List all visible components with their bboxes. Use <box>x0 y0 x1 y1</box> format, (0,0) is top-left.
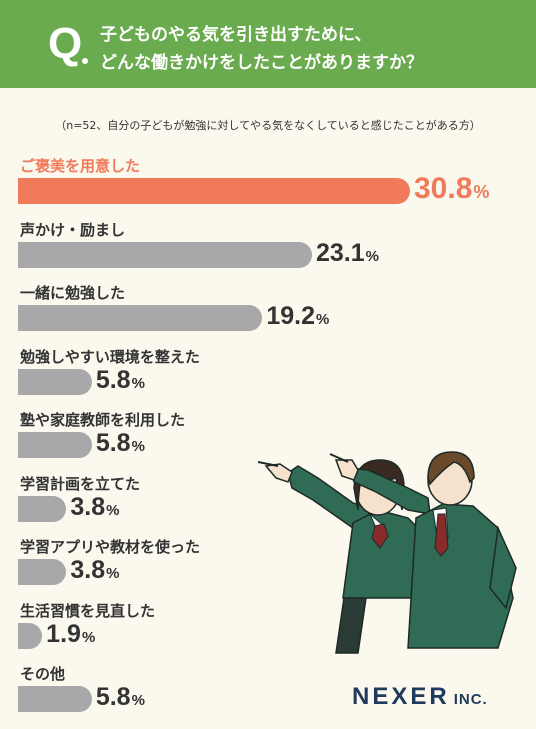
category-label: 勉強しやすい環境を整えた <box>20 347 200 366</box>
bar <box>18 432 92 458</box>
students-pointing-illustration <box>258 451 517 654</box>
q-mark: Q <box>48 19 83 68</box>
bar <box>18 559 67 585</box>
bar <box>18 622 43 649</box>
bar <box>18 241 312 268</box>
value-number: 30.8 <box>414 172 473 205</box>
value-number: 5.8 <box>95 683 131 711</box>
value-label: 3.8% <box>70 493 119 522</box>
bar <box>18 368 92 395</box>
value-label: 5.8% <box>96 683 145 712</box>
value-unit: % <box>473 182 490 202</box>
bar <box>18 686 92 712</box>
category-label: 声かけ・励まし <box>20 220 126 239</box>
question-line-1: 子どものやる気を引き出すために、 <box>100 25 372 45</box>
value-number: 5.8 <box>95 429 131 457</box>
category-label: 一緒に勉強した <box>20 284 126 302</box>
question-header: Q 子どものやる気を引き出すために、 どんな働きかけをしたことがありますか？ <box>0 0 536 88</box>
bar <box>18 178 410 204</box>
value-label: 5.8% <box>96 429 145 458</box>
value-unit: % <box>365 247 380 265</box>
value-label: 19.2% <box>266 302 329 331</box>
boy-figure <box>329 451 517 649</box>
value-number: 3.8 <box>70 556 106 584</box>
q-dot <box>82 58 88 64</box>
brand-suffix: INC. <box>453 691 488 708</box>
sample-note: （n=52、自分の子どもが勉強に対してやる気をなくしていると感じたことがある方） <box>55 119 481 132</box>
value-number: 23.1 <box>316 238 365 267</box>
brand-name: NEXER <box>352 683 450 710</box>
value-unit: % <box>106 501 120 519</box>
value-number: 5.8 <box>95 365 131 394</box>
value-label: 3.8% <box>70 556 119 585</box>
category-label: 塾や家庭教師を利用した <box>20 411 186 429</box>
question-line-2: どんな働きかけをしたことがありますか？ <box>100 53 423 73</box>
value-label: 1.9% <box>46 620 95 649</box>
category-label: その他 <box>20 665 66 683</box>
value-unit: % <box>131 692 145 709</box>
category-label: 生活習慣を見直した <box>20 601 156 620</box>
value-unit: % <box>316 311 330 328</box>
bar <box>18 305 263 331</box>
category-label: 学習計画を立てた <box>20 474 141 493</box>
value-label: 5.8% <box>96 366 145 395</box>
value-number: 1.9 <box>46 619 81 648</box>
value-label: 30.8% <box>414 172 489 206</box>
value-number: 3.8 <box>70 492 106 521</box>
category-label: ご褒美を用意した <box>20 157 141 175</box>
company-logo: NEXER INC. <box>352 683 488 711</box>
value-unit: % <box>81 628 96 646</box>
value-number: 19.2 <box>266 302 316 330</box>
girl-figure <box>258 459 424 654</box>
value-unit: % <box>131 374 145 392</box>
bar <box>18 495 67 522</box>
value-unit: % <box>106 565 120 582</box>
value-unit: % <box>131 438 145 455</box>
value-label: 23.1% <box>316 239 379 268</box>
category-label: 学習アプリや教材を使った <box>20 538 201 556</box>
